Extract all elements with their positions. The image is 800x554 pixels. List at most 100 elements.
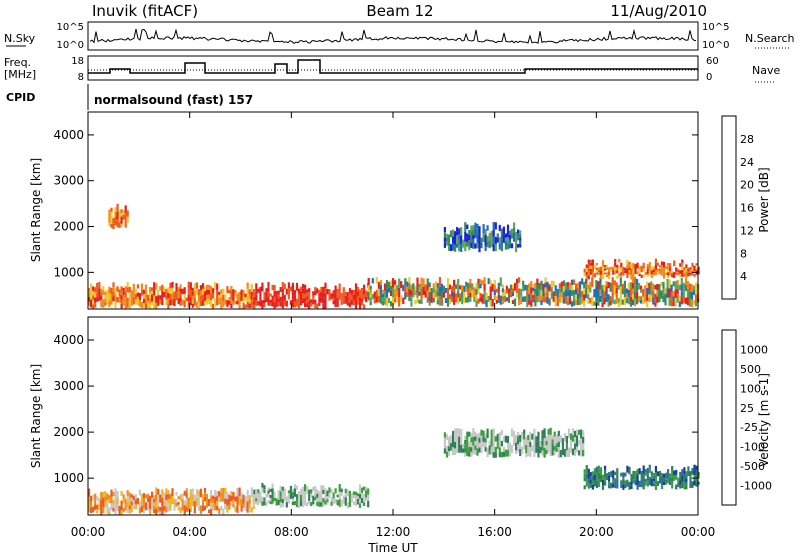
heatmap-cell xyxy=(506,230,510,237)
heatmap-cell xyxy=(414,286,417,291)
heatmap-cell xyxy=(497,290,500,295)
heatmap-cell xyxy=(348,297,351,303)
heatmap-cell xyxy=(660,264,664,269)
heatmap-cell xyxy=(126,287,129,293)
heatmap-cell xyxy=(120,209,123,213)
heatmap-cell xyxy=(287,282,290,288)
heatmap-cell xyxy=(248,289,251,294)
heatmap-cell xyxy=(496,233,499,238)
heatmap-cell xyxy=(506,224,510,231)
heatmap-cell xyxy=(470,451,473,457)
heatmap-cell xyxy=(140,506,144,513)
heatmap-cell xyxy=(130,501,133,506)
heatmap-cell xyxy=(385,297,389,307)
heatmap-cell xyxy=(504,435,507,443)
heatmap-cell xyxy=(328,289,331,295)
heatmap-cell xyxy=(665,477,668,480)
heatmap-cell xyxy=(627,289,630,297)
heatmap-cell xyxy=(312,495,315,500)
heatmap-cell xyxy=(652,297,655,305)
heatmap-cell xyxy=(153,502,156,506)
heatmap-cell xyxy=(189,506,192,512)
heatmap-cell xyxy=(633,291,637,299)
heatmap-cell xyxy=(342,292,345,299)
heatmap-cell xyxy=(695,469,698,475)
heatmap-cell xyxy=(691,267,694,272)
heatmap-cell xyxy=(472,239,475,245)
heatmap-cell xyxy=(648,262,651,267)
x-tick-label: 20:00 xyxy=(579,525,614,539)
heatmap-cell xyxy=(128,492,131,497)
nsky-tick-high: 10^5 xyxy=(57,22,84,33)
heatmap-cell xyxy=(338,491,341,500)
heatmap-cell xyxy=(377,295,380,303)
heatmap-cell xyxy=(466,431,469,440)
heatmap-cell xyxy=(578,450,581,456)
heatmap-cell xyxy=(88,496,91,505)
heatmap-cell xyxy=(500,429,503,436)
heatmap-cell xyxy=(445,451,449,458)
heatmap-cell xyxy=(524,296,527,302)
heatmap-cell xyxy=(203,286,207,292)
heatmap-cell xyxy=(238,291,241,297)
heatmap-cell xyxy=(576,429,579,436)
heatmap-cell xyxy=(230,294,233,300)
heatmap-cell xyxy=(155,494,158,502)
heatmap-cell xyxy=(560,297,563,303)
heatmap-cell xyxy=(656,481,659,486)
heatmap-cell xyxy=(690,291,694,300)
heatmap-cell xyxy=(670,284,673,292)
heatmap-cell xyxy=(483,277,486,284)
heatmap-cell xyxy=(599,474,603,483)
heatmap-cell xyxy=(134,494,137,500)
heatmap-cell xyxy=(328,492,331,498)
heatmap-cell xyxy=(593,273,596,278)
heatmap-cell xyxy=(291,501,294,505)
heatmap-cell xyxy=(530,300,533,307)
heatmap-cell xyxy=(420,293,423,299)
heatmap-cell xyxy=(132,290,135,298)
heatmap-cell xyxy=(392,297,395,307)
heatmap-cell xyxy=(338,499,341,507)
heatmap-cell xyxy=(589,268,592,272)
heatmap-cell xyxy=(124,297,127,303)
heatmap-cell xyxy=(608,271,611,276)
heatmap-cell xyxy=(456,438,459,444)
heatmap-cell xyxy=(453,279,456,287)
heatmap-cell xyxy=(615,282,618,288)
heatmap-cell xyxy=(92,304,95,309)
heatmap-cell xyxy=(658,268,662,271)
heatmap-cell xyxy=(253,304,256,309)
heatmap-cell xyxy=(563,433,566,441)
heatmap-cell xyxy=(361,301,364,306)
heatmap-cell xyxy=(185,297,188,302)
heatmap-cell xyxy=(691,262,694,267)
heatmap-cell xyxy=(687,272,690,275)
heatmap-cell xyxy=(619,277,622,287)
heatmap-cell xyxy=(169,288,172,294)
power-colorbar-tick-label: 28 xyxy=(740,133,754,146)
heatmap-cell xyxy=(126,282,129,288)
heatmap-cell xyxy=(452,236,455,244)
heatmap-cell xyxy=(230,299,233,304)
heatmap-cell xyxy=(692,285,696,291)
heatmap-cell xyxy=(147,502,150,507)
heatmap-cell xyxy=(675,269,678,271)
heatmap-cell xyxy=(383,297,387,305)
heatmap-cell xyxy=(515,435,518,439)
heatmap-cell xyxy=(665,273,668,275)
heatmap-cell xyxy=(582,449,585,457)
heatmap-cell xyxy=(326,493,329,497)
heatmap-cell xyxy=(183,300,186,308)
heatmap-cell xyxy=(625,293,628,299)
heatmap-cell xyxy=(326,496,329,500)
heatmap-cell xyxy=(273,494,276,498)
heatmap-cell xyxy=(108,222,111,226)
heatmap-cell xyxy=(449,446,453,451)
heatmap-cell xyxy=(620,262,623,268)
heatmap-cell xyxy=(493,280,496,285)
heatmap-cell xyxy=(250,291,253,300)
heatmap-cell xyxy=(120,223,123,228)
heatmap-cell xyxy=(246,295,249,302)
heatmap-cell xyxy=(226,286,229,294)
